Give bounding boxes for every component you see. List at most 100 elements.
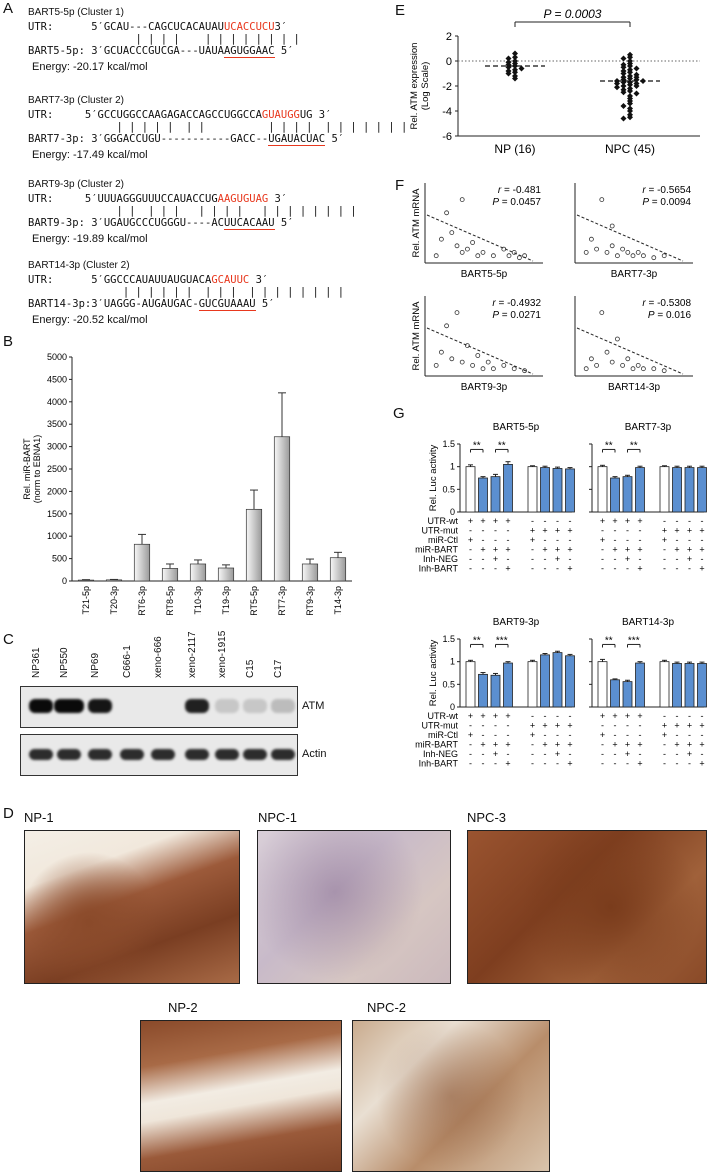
pairing-bars: | | | | | | | | | | | | | | | | | | [28,121,408,133]
band [271,699,295,713]
condition-sign: + [468,711,473,721]
condition-sign: - [614,554,617,564]
energy-label: Energy: -19.89 kcal/mol [32,233,148,245]
condition-sign: - [601,564,604,574]
condition-sign: + [480,740,485,750]
x-tick-label: BART6-3p [137,586,147,615]
condition-sign: + [600,535,605,545]
condition-sign: - [614,526,617,536]
bar [552,652,563,708]
utr-pre: UTR: 5′GCCUGGCCAAGAGACCAGCCUGGCCA [28,109,262,121]
condition-sign: - [701,711,704,721]
data-point [459,197,465,203]
condition-label: Inh-NEG [423,749,458,759]
panel-e-scatter-chart: -6 -4 -2 0 2 Rel. ATM expression (Log Scale) P … [409,8,700,156]
mir-pre: BART7-3p: 3′GGGACCUGU-----------GACC-- [28,133,269,145]
condition-sign: + [637,564,642,574]
r-value: r = -0.5654 [642,185,691,196]
condition-sign: - [531,545,534,555]
condition-sign: - [469,564,472,574]
condition-sign: - [494,759,497,769]
condition-sign: - [663,516,666,526]
data-point [627,69,633,76]
utr-seed: GUAUGG [261,109,300,121]
y-tick-label: 1 [450,657,455,667]
condition-sign: - [663,545,666,555]
blot-row-label: ATM [302,700,325,712]
band [120,749,144,760]
condition-sign: + [637,711,642,721]
condition-sign: + [468,535,473,545]
utr-sequence: UTR: 5′UUUAGGGUUUCCAUACCUGAAGUGUAG 3′ [28,193,357,205]
mir-seed: GUCGUAAAU [198,298,256,311]
bar [635,662,645,708]
condition-sign: - [688,516,691,526]
bar [161,568,179,582]
r-value: r = -0.4932 [492,298,541,309]
bar [527,661,538,708]
y-tick-label: 2000 [47,486,67,496]
condition-sign: - [601,749,604,759]
y-tick-label: 2 [446,31,452,43]
x-tick-label: NPC (45) [605,142,655,156]
condition-sign: - [614,721,617,731]
band [185,749,209,760]
condition-sign: - [614,730,617,740]
condition-sign: - [639,535,642,545]
condition-sign: + [505,711,510,721]
condition-sign: + [674,526,679,536]
data-point [517,255,522,261]
x-tick-label: BART9-3p [305,586,315,615]
condition-sign: - [601,526,604,536]
p-value: P = 0.0271 [492,310,541,321]
condition-sign: + [637,545,642,555]
condition-sign: - [688,759,691,769]
y-tick-label: 1000 [47,531,67,541]
y-tick-label: 0.5 [442,679,455,689]
condition-sign: - [639,526,642,536]
y-tick-label: 3500 [47,419,67,429]
condition-sign: - [544,564,547,574]
significance-stars: ** [498,440,506,451]
utr-seed: UCACCUCU [223,21,275,33]
condition-sign: + [662,721,667,731]
condition-sign: - [556,535,559,545]
x-tick-label: BART7-3p [277,586,287,615]
bar [540,467,550,513]
ihc-image [467,830,707,984]
data-point [599,310,605,316]
condition-sign: - [544,554,547,564]
bar [490,674,501,708]
panel-label-b: B [3,333,14,350]
bar [610,477,620,513]
condition-sign: + [625,740,630,750]
data-point [518,65,525,72]
mir-seed: UGAUACUAC [268,133,326,146]
condition-sign: + [699,721,704,731]
data-point [511,250,517,255]
actin-blot [20,734,298,776]
condition-sign: + [674,721,679,731]
y-tick-label: 0 [446,56,452,68]
alignment-title: BART5-5p (Cluster 1) [28,7,124,18]
condition-sign: + [555,545,560,555]
alignment-block: BART5-5p (Cluster 1) UTR: 5′GCAU---CAGCUC… [28,7,300,73]
condition-sign: - [494,730,497,740]
data-point [459,359,465,365]
condition-sign: - [663,711,666,721]
alignment-block: BART14-3p (Cluster 2) UTR: 5′GGCCCAUAUUAU… [28,260,344,326]
data-point [614,84,620,91]
condition-sign: - [482,759,485,769]
utr-post: UG 3′ [299,109,332,121]
y-tick-label: 1 [450,462,455,472]
y-tick-label: 500 [52,554,67,564]
lane-label: NP550 [59,647,70,678]
ihc-image [140,1020,342,1172]
condition-sign: + [493,740,498,750]
condition-sign: - [688,711,691,721]
panel-label-g: G [393,405,405,422]
atm-blot [20,686,298,728]
data-point [522,368,527,374]
data-point [635,250,641,255]
mir-pre: BART5-5p: 3′GCUACCCGUCGA---UAUA [28,45,224,57]
